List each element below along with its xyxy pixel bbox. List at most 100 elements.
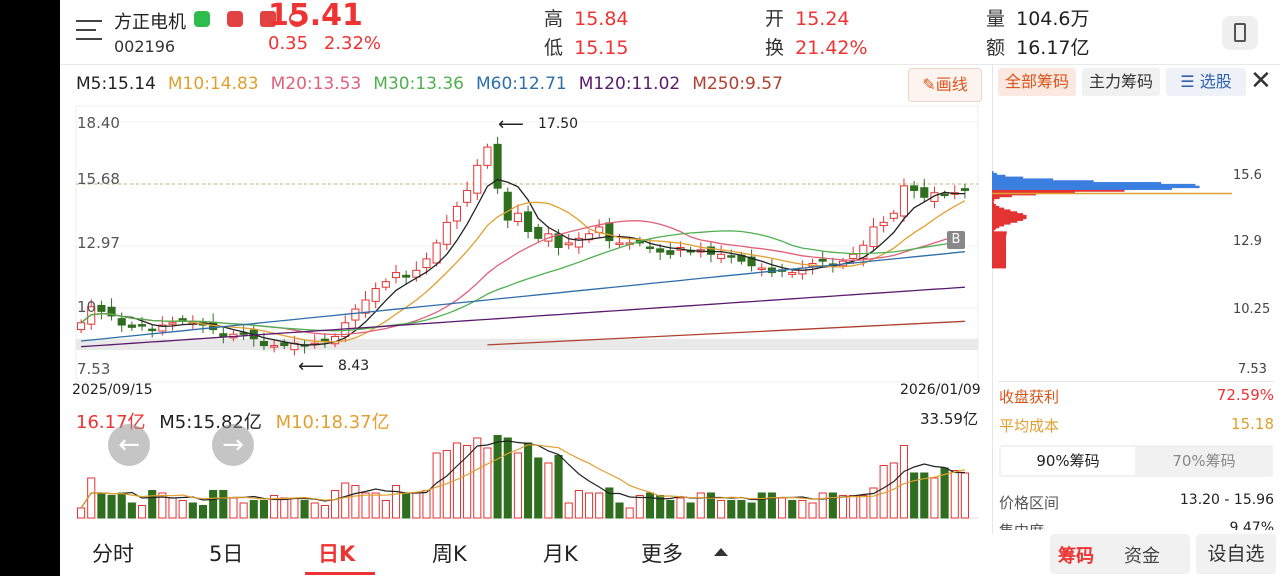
- volume-bar: [767, 492, 776, 519]
- volume-bar: [645, 492, 655, 519]
- tab-intraday[interactable]: 分时: [92, 542, 134, 566]
- volume-bar: [219, 489, 228, 519]
- left-arrow-icon: ←: [118, 430, 140, 460]
- chip-tab-all[interactable]: 全部筹码: [998, 68, 1076, 96]
- candle-body: [97, 304, 106, 312]
- settings-button[interactable]: 设自选: [1196, 534, 1276, 574]
- chip-bar: [992, 242, 1006, 245]
- candle-body: [727, 255, 736, 258]
- chip-bar: [992, 220, 1018, 223]
- volume-bar: [391, 484, 401, 519]
- candle-body: [391, 272, 401, 279]
- chips-button[interactable]: 筹码: [1058, 546, 1094, 567]
- candle-body: [483, 146, 492, 166]
- volume-bar: [666, 499, 675, 519]
- candle-body: [859, 244, 868, 259]
- volume-bar: [798, 499, 807, 519]
- candle-body: [554, 233, 563, 248]
- candlestick-chart[interactable]: [60, 102, 992, 402]
- candle-body: [320, 338, 329, 342]
- candle-body: [77, 322, 86, 331]
- volume-bar: [249, 499, 258, 519]
- volume-bar: [584, 492, 594, 519]
- tab-weekly-k[interactable]: 周K: [432, 542, 467, 566]
- ma-legend-item: M10:14.83: [167, 74, 259, 94]
- prev-arrow-button[interactable]: ←: [108, 424, 150, 466]
- volume-bar: [463, 444, 472, 519]
- chip-bar: [992, 214, 1027, 218]
- candle-body: [960, 188, 969, 191]
- draw-line-button[interactable]: ✎画线: [908, 68, 982, 102]
- volume-bar: [270, 494, 279, 519]
- volume-bar: [950, 469, 959, 519]
- chip-bar: [992, 200, 994, 203]
- tab-90-chips[interactable]: 90%筹码: [1001, 447, 1135, 475]
- tab-monthly-k[interactable]: 月K: [543, 542, 578, 566]
- volume-bar: [290, 497, 299, 519]
- tab-5day[interactable]: 5日: [209, 542, 244, 566]
- volume-bar: [828, 492, 837, 519]
- candle-body: [940, 193, 949, 197]
- chip-bar: [992, 262, 1006, 265]
- fullscreen-toggle-icon[interactable]: [1222, 16, 1258, 50]
- avg-cost-label: 平均成本: [999, 417, 1060, 435]
- quote-high: 高 15.84: [544, 8, 629, 30]
- tab-daily-k[interactable]: 日K: [318, 542, 356, 566]
- candle-body: [442, 221, 451, 245]
- more-caret-icon[interactable]: [714, 548, 728, 556]
- volume-bar: [706, 492, 715, 519]
- close-icon[interactable]: ✕: [1250, 66, 1272, 96]
- tab-more[interactable]: 更多: [641, 542, 683, 566]
- menu-icon[interactable]: [76, 18, 102, 44]
- volume-chart[interactable]: [60, 428, 992, 523]
- weibo-icon[interactable]: [227, 11, 244, 27]
- next-arrow-button[interactable]: →: [212, 424, 254, 466]
- candle-body: [371, 288, 380, 302]
- volume-bar: [473, 437, 482, 519]
- volume-bar: [422, 489, 431, 519]
- volume-bar: [757, 492, 766, 519]
- chip-bar: [992, 216, 1027, 220]
- volume-bar: [717, 499, 726, 519]
- volume-bar: [920, 472, 929, 519]
- candle-body: [666, 250, 675, 255]
- tab-70-chips[interactable]: 70%筹码: [1172, 452, 1236, 470]
- volume-bar: [341, 482, 350, 519]
- chip-distribution-chart: [992, 171, 1232, 269]
- chip-bar: [992, 229, 994, 232]
- candle-body: [605, 222, 614, 242]
- volume-bar: [320, 504, 329, 519]
- share-icon[interactable]: [289, 11, 306, 27]
- volume-bar: [127, 502, 136, 519]
- change-value: 0.35: [268, 33, 309, 54]
- chip-tab-main[interactable]: 主力筹码: [1082, 68, 1160, 96]
- stock-code: 002196: [114, 37, 176, 56]
- quote-amount: 额 16.17亿: [986, 37, 1090, 59]
- candle-body: [849, 253, 858, 259]
- right-panel-divider: [992, 64, 993, 534]
- chip-bar: [992, 189, 1125, 192]
- toutiao-icon[interactable]: [260, 11, 277, 27]
- volume-bar: [503, 437, 512, 519]
- candle-body: [818, 258, 827, 262]
- chip-bar: [992, 211, 1018, 214]
- volume-bar: [371, 492, 380, 519]
- funds-button[interactable]: 资金: [1124, 546, 1160, 567]
- chip-price-tick-4: 7.53: [1238, 362, 1267, 377]
- candle-body: [788, 272, 797, 275]
- header-divider: [60, 64, 1280, 65]
- buy-signal-badge[interactable]: B: [947, 231, 965, 249]
- wechat-icon[interactable]: [194, 11, 210, 27]
- candle-body: [239, 332, 248, 335]
- ma250-line: [487, 320, 965, 346]
- ma-legend-item: M60:12.71: [476, 74, 567, 94]
- chip-bar: [992, 172, 997, 176]
- pick-stock-button[interactable]: ☰ 选股: [1166, 68, 1246, 96]
- candle-body: [645, 246, 655, 250]
- share-icons[interactable]: [194, 11, 306, 31]
- volume-bar: [229, 497, 238, 519]
- chip-bar: [992, 194, 1012, 198]
- candle-body: [524, 211, 533, 233]
- candle-body: [148, 328, 157, 332]
- chip-bar: [992, 196, 1000, 200]
